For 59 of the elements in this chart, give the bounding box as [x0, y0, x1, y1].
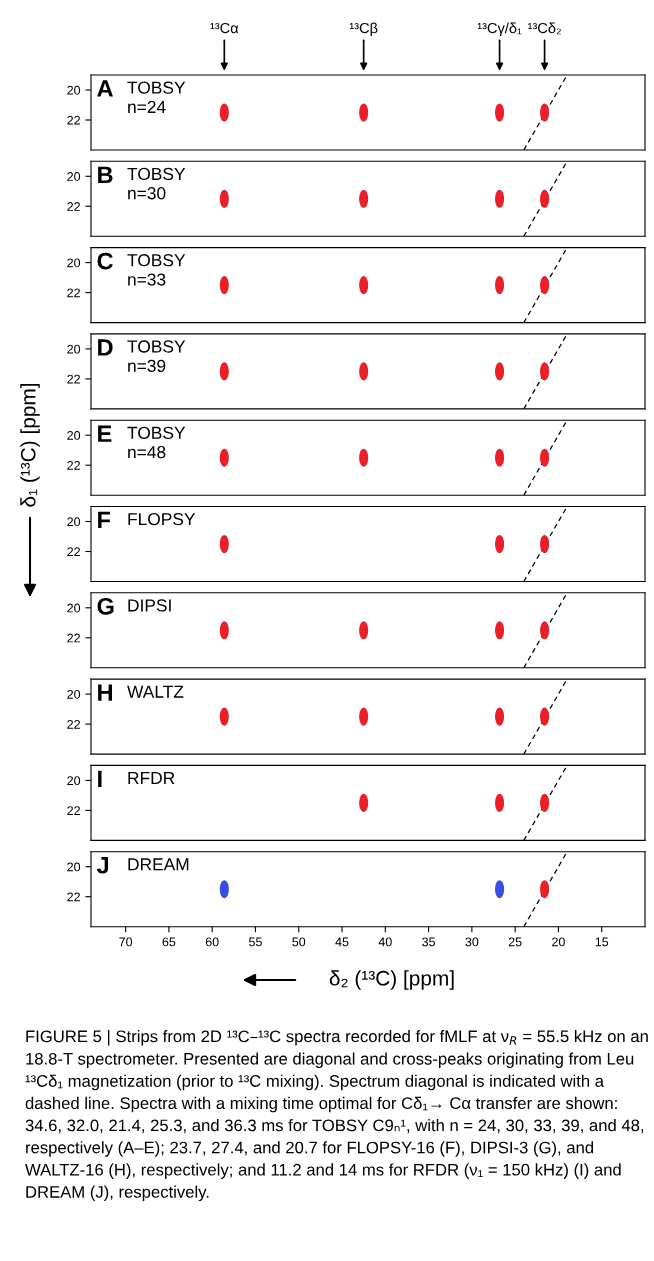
chart-subtitle: DIPSI: [128, 599, 171, 612]
x-tick-label: 45: [335, 937, 349, 947]
y-tick-label: 20: [67, 172, 81, 181]
y-tick-label: 22: [67, 202, 80, 211]
y-tick-label: 20: [67, 689, 81, 699]
y-tick-label: 22: [67, 461, 80, 470]
chart-title: D: [98, 339, 113, 356]
chart-title: A: [97, 80, 113, 97]
y-tick-label: 20: [67, 258, 81, 268]
x-tick-label: 65: [162, 937, 176, 947]
y-tick-label: 22: [67, 547, 80, 557]
y-tick-label: 20: [67, 85, 81, 95]
chart-subtitle: WALTZ: [127, 685, 184, 698]
chart-title: F: [98, 511, 111, 529]
chart-title: I: [98, 770, 102, 788]
y-tick-label: 22: [67, 806, 80, 815]
y-tick-label: 20: [67, 862, 81, 872]
y-tick-label: 20: [67, 776, 81, 786]
y-tick-label: 20: [67, 517, 81, 527]
y-axis-title: δ₁ (¹³C) [ppm]: [20, 383, 40, 507]
chart-subtitle: DREAM: [128, 858, 189, 871]
x-tick-label: 70: [119, 937, 133, 947]
x-tick-label: 40: [378, 937, 392, 947]
x-tick-label: 60: [205, 937, 219, 947]
y-tick-label: 22: [67, 288, 80, 298]
chart-subtitle: FLOPSY: [128, 512, 196, 526]
text: ¹³Cδ₂: [528, 22, 561, 35]
y-tick-label: 20: [67, 431, 81, 440]
chart-title: C: [97, 252, 113, 270]
chart-title: E: [98, 425, 112, 442]
chart-subtitle: RFDR: [128, 772, 175, 784]
text: FIGURE 5 | Strips from 2D ¹³C–¹³C spectra recorded for fMLF at ν$_{R}$ = 55.5 kHz on an 18.8-T spectrometer. Presented are diagonal and cross-peaks originating from Leu ¹³Cδ₁ magnetization (prior to ¹³C mixing). Spectrum diagonal is indicated with a dashed line. Spectra with a mixing time optimal for Cδ₁→ Cα transfer are shown: 34.6, 32.0, 21.4, 25.3, and 36.3 ms for TOBSY C9ₙ¹, with n = 24, 30, 33, 39, and 48, respectively (A–E); 23.7, 27.4, and 20.7 for FLOPSY-16 (F), DIPSI-3 (G), and WALTZ-16 (H), respectively; and 11.2 and 14 ms for RFDR (ν₁ = 150 kHz) (I) and DREAM (J), respectively.: [25, 1030, 648, 1202]
x-tick-label: 50: [292, 937, 306, 947]
y-tick-label: 22: [67, 115, 80, 125]
y-tick-label: 22: [67, 633, 80, 643]
y-tick-label: 22: [67, 892, 80, 902]
text: TOBSY n=39: [127, 340, 186, 372]
chart-title: H: [98, 684, 112, 701]
x-tick-label: 35: [422, 937, 436, 947]
x-tick-label: 25: [508, 937, 522, 947]
y-tick-label: 20: [67, 603, 81, 613]
text: TOBSY n=33: [127, 254, 186, 286]
x-tick-label: 20: [552, 937, 565, 947]
x-axis-title: δ₂ (¹³C) [ppm]: [329, 970, 454, 990]
x-tick-label: 15: [595, 937, 609, 947]
text: ¹³Cα: [210, 22, 239, 34]
chart-title: J: [96, 857, 109, 874]
text: TOBSY n=48: [127, 426, 186, 459]
x-tick-label: 30: [465, 937, 479, 947]
text: ¹³Cγ/δ₁: [477, 22, 522, 37]
text: ¹³Cβ: [349, 22, 378, 37]
x-tick-label: 55: [249, 937, 262, 947]
y-tick-label: 20: [67, 344, 81, 354]
y-tick-label: 22: [67, 719, 80, 729]
text: TOBSY n=24: [127, 81, 186, 113]
chart-title: G: [97, 597, 114, 615]
chart-title: B: [98, 166, 113, 183]
y-tick-label: 22: [67, 374, 80, 384]
text: TOBSY n=30: [127, 167, 186, 200]
